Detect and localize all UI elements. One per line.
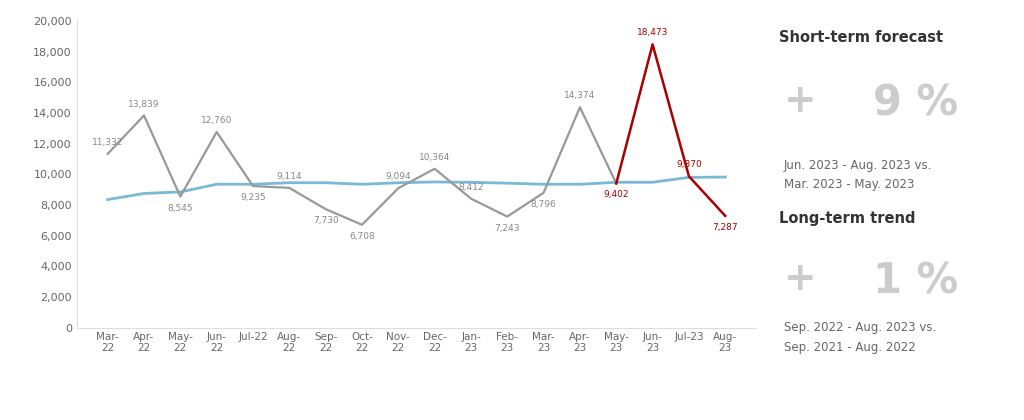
Text: Long-term trend: Long-term trend	[779, 211, 915, 226]
Text: 7,730: 7,730	[312, 216, 339, 225]
Text: 8,796: 8,796	[530, 200, 556, 209]
Text: Jun. 2023 - Aug. 2023 vs.
Mar. 2023 - May. 2023: Jun. 2023 - Aug. 2023 vs. Mar. 2023 - Ma…	[783, 159, 932, 192]
Text: 1 %: 1 %	[872, 260, 958, 302]
Text: 9,402: 9,402	[603, 190, 629, 200]
Text: 12,760: 12,760	[201, 116, 232, 125]
Text: +: +	[783, 260, 816, 298]
Text: 14,374: 14,374	[564, 91, 596, 100]
Text: 18,473: 18,473	[637, 29, 669, 37]
Text: 9,094: 9,094	[385, 172, 411, 181]
Text: 9,870: 9,870	[676, 160, 701, 169]
Text: 10,364: 10,364	[419, 153, 451, 162]
Text: 9,114: 9,114	[276, 172, 302, 181]
Text: 8,545: 8,545	[168, 204, 194, 213]
Text: 8,412: 8,412	[458, 183, 483, 192]
Text: 6,708: 6,708	[349, 232, 375, 241]
Text: 11,332: 11,332	[92, 138, 123, 147]
Text: 9,235: 9,235	[241, 193, 266, 202]
Text: 7,287: 7,287	[713, 223, 738, 232]
Text: +: +	[783, 82, 816, 120]
Text: 7,243: 7,243	[495, 223, 520, 233]
Text: Short-term forecast: Short-term forecast	[779, 30, 943, 45]
Text: Sep. 2022 - Aug. 2023 vs.
Sep. 2021 - Aug. 2022: Sep. 2022 - Aug. 2023 vs. Sep. 2021 - Au…	[783, 321, 936, 354]
Text: 13,839: 13,839	[128, 100, 160, 108]
Text: 9 %: 9 %	[872, 82, 957, 124]
